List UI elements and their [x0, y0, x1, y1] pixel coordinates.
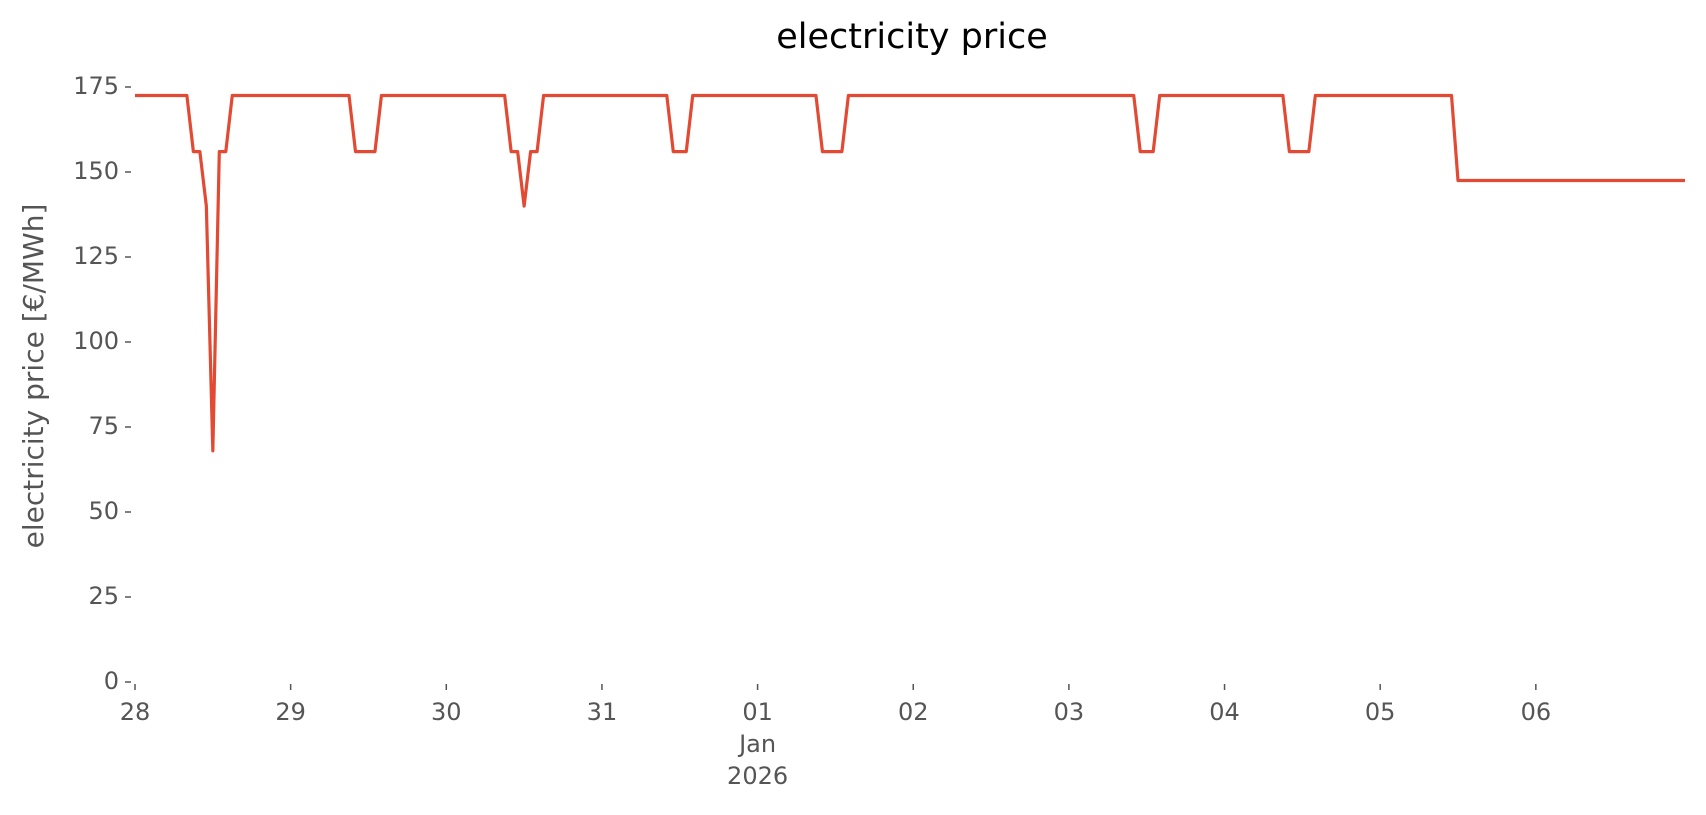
chart-title: electricity price: [776, 17, 1048, 57]
line-series: [135, 93, 1685, 453]
y-tick-label: 150: [73, 157, 119, 185]
x-tick-label: 28: [120, 698, 151, 726]
y-tick-label: 25: [88, 582, 119, 610]
x-tick-label: 02: [898, 698, 929, 726]
x-tick-label: 06: [1521, 698, 1552, 726]
y-tick-label: 100: [73, 327, 119, 355]
x-tick-label: 30: [431, 698, 462, 726]
x-tick-label: 29: [275, 698, 306, 726]
y-axis-label: electricity price [€/MWh]: [17, 204, 50, 549]
x-tick-label: 31: [587, 698, 618, 726]
y-tick-label: 175: [73, 72, 119, 100]
y-tick-label: 125: [73, 242, 119, 270]
x-tick-label: 04: [1209, 698, 1240, 726]
y-tick-label: 0: [104, 667, 119, 695]
x-tick-label: 03: [1054, 698, 1085, 726]
x-tick-label: 01 Jan 2026: [727, 698, 788, 790]
x-tick-label: 05: [1365, 698, 1396, 726]
y-tick-label: 50: [88, 497, 119, 525]
y-tick-label: 75: [88, 412, 119, 440]
